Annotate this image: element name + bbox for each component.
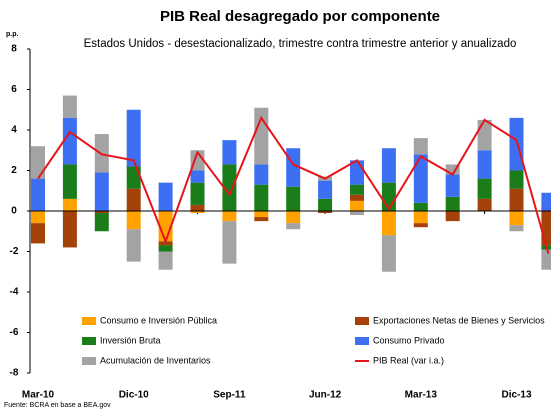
bar-segment	[222, 211, 237, 222]
bar-segment	[222, 164, 237, 211]
legend-label: Consumo e Inversión Pública	[100, 315, 217, 325]
bar-segment	[541, 249, 551, 270]
bar-segment	[318, 180, 333, 199]
bar-segment	[222, 221, 237, 264]
bar-segment	[477, 150, 492, 179]
bar-segment	[62, 198, 77, 211]
bar-segment	[222, 140, 237, 165]
y-axis-label: p.p.	[6, 31, 18, 38]
bar-segment	[254, 217, 269, 222]
bar-segment	[541, 211, 551, 246]
y-tick-label: -4	[10, 287, 19, 298]
y-tick-label: -2	[10, 246, 19, 257]
bar-segment	[31, 146, 45, 179]
line	[37, 115, 550, 254]
x-tick-label: Dic-10	[119, 390, 149, 401]
bar-segment	[126, 109, 141, 167]
bar-segment	[31, 223, 45, 244]
chart-subtitle: Estados Unidos - desestacionalizado, tri…	[84, 38, 517, 50]
bar-segment	[350, 184, 364, 195]
bar-segment	[126, 229, 141, 262]
legend-swatch	[355, 337, 369, 345]
bar-segment	[190, 211, 205, 214]
bar-segment	[254, 184, 269, 211]
bar-segment	[318, 198, 333, 211]
bar-segment	[477, 198, 492, 211]
legend-swatch	[82, 317, 96, 325]
bar-segment	[126, 211, 141, 230]
bar-segment	[381, 148, 396, 183]
y-tick-label: 8	[11, 44, 17, 55]
bar-segment	[126, 188, 141, 211]
legend-label: Consumo Privado	[373, 335, 445, 345]
legend-swatch	[355, 317, 369, 325]
bar-segment	[445, 174, 460, 197]
bar-segment	[477, 178, 492, 199]
bar-segment	[509, 117, 524, 171]
bar-segment	[190, 170, 205, 183]
bar-segment	[31, 211, 45, 224]
bar-segment	[350, 194, 364, 201]
y-tick-label: -8	[10, 368, 19, 379]
bar-segment	[318, 211, 333, 214]
bar-segment	[31, 178, 45, 211]
bar-segment	[477, 119, 492, 151]
bar-segment	[62, 211, 77, 248]
bar-segment	[94, 211, 109, 214]
legend-label: Exportaciones Netas de Bienes y Servicio…	[373, 315, 545, 325]
bar-segment	[445, 211, 460, 222]
bar-segment	[158, 245, 173, 252]
bar-segment	[381, 235, 396, 272]
legend-label: Acumulación de Inventarios	[100, 355, 211, 365]
bar-segment	[350, 200, 364, 211]
bar-segment	[445, 164, 460, 175]
bar-segment	[62, 117, 77, 165]
bar-segment	[413, 202, 428, 211]
bar-segment	[509, 211, 524, 226]
bar-segment	[509, 188, 524, 211]
bar-segment	[158, 251, 173, 270]
y-tick-label: 6	[11, 84, 17, 95]
y-tick-label: -6	[10, 327, 19, 338]
legend-swatch	[82, 357, 96, 365]
y-tick-label: 2	[11, 165, 17, 176]
bar-segment	[158, 182, 173, 211]
bar-segment	[286, 211, 301, 224]
bar-segment	[509, 225, 524, 232]
bar-segment	[62, 95, 77, 118]
bar-segment	[190, 182, 205, 205]
legend-swatch	[82, 337, 96, 345]
bar-segment	[286, 186, 301, 211]
x-tick-label: Mar-13	[405, 390, 438, 401]
bar-segment	[541, 192, 551, 211]
bar-segment	[94, 172, 109, 211]
bar-segment	[413, 223, 428, 228]
x-tick-label: Dic-13	[501, 390, 531, 401]
bar-segment	[254, 211, 269, 218]
bar-segment	[94, 213, 109, 232]
chart-title: PIB Real desagregado por componente	[160, 8, 440, 25]
bar-segment	[350, 211, 364, 216]
legend-label: PIB Real (var i.a.)	[373, 355, 444, 365]
bar-segment	[413, 154, 428, 203]
bar-segment	[62, 164, 77, 199]
y-tick-label: 4	[11, 125, 17, 136]
bar-segment	[381, 182, 396, 211]
bar-segment	[509, 170, 524, 189]
y-tick-label: 0	[11, 206, 17, 217]
bar-segment	[381, 211, 396, 236]
legend-label: Inversión Bruta	[100, 335, 161, 345]
bar-segment	[445, 196, 460, 211]
bar-segment	[126, 166, 141, 189]
source: Fuente: BCRA en base a BEA.gov	[4, 402, 111, 409]
x-tick-label: Mar-10	[22, 390, 55, 401]
bar-segment	[413, 211, 428, 224]
bar-segment	[254, 164, 269, 185]
bar-segment	[190, 204, 205, 211]
x-tick-label: Sep-11	[213, 390, 246, 401]
bar-segment	[286, 223, 301, 230]
bar-segment	[413, 138, 428, 155]
x-tick-label: Jun-12	[309, 390, 342, 401]
